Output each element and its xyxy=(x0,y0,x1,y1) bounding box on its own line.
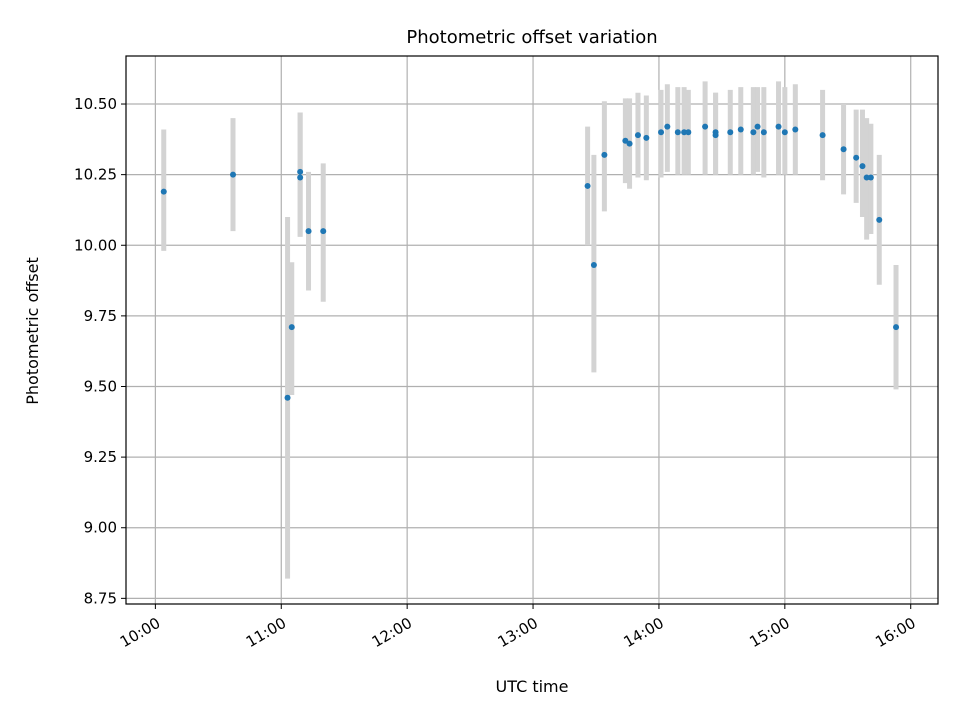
data-point xyxy=(792,126,799,133)
data-point xyxy=(634,132,641,139)
data-point xyxy=(859,163,866,170)
data-point xyxy=(284,394,291,401)
data-point xyxy=(643,134,650,141)
data-point xyxy=(297,174,304,181)
y-tick-label: 8.75 xyxy=(84,589,117,607)
data-point xyxy=(876,216,883,223)
plot-frame xyxy=(125,55,939,605)
data-point xyxy=(681,129,688,136)
data-point xyxy=(727,129,734,136)
x-axis-title: UTC time xyxy=(496,677,569,696)
data-point xyxy=(702,123,709,130)
data-point xyxy=(750,129,757,136)
data-point xyxy=(590,262,597,269)
data-point xyxy=(754,123,761,130)
data-point xyxy=(737,126,744,133)
y-tick-label: 10.50 xyxy=(74,95,117,113)
data-point xyxy=(305,228,312,235)
y-tick-label: 9.50 xyxy=(84,377,117,395)
y-tick-label: 9.25 xyxy=(84,448,117,466)
data-point xyxy=(853,154,860,161)
data-point xyxy=(781,129,788,136)
data-point xyxy=(320,228,327,235)
data-point xyxy=(288,324,295,331)
data-point xyxy=(867,174,874,181)
data-point xyxy=(626,140,633,147)
data-point xyxy=(863,174,870,181)
y-tick-label: 10.25 xyxy=(74,166,117,184)
data-point xyxy=(893,324,900,331)
data-point xyxy=(664,123,671,130)
data-point xyxy=(674,129,681,136)
point-layer xyxy=(160,123,900,401)
data-point xyxy=(601,151,608,158)
data-point xyxy=(658,129,665,136)
y-tick-label: 9.00 xyxy=(84,519,117,537)
data-point xyxy=(775,123,782,130)
data-point xyxy=(160,188,167,195)
data-point xyxy=(685,129,692,136)
data-point xyxy=(840,146,847,153)
data-point xyxy=(712,132,719,139)
data-point xyxy=(760,129,767,136)
y-tick-label: 9.75 xyxy=(84,307,117,325)
y-axis-title: Photometric offset xyxy=(23,257,42,405)
data-point xyxy=(297,168,304,175)
chart-title: Photometric offset variation xyxy=(406,27,657,48)
y-tick-label: 10.00 xyxy=(74,236,117,254)
data-point xyxy=(584,182,591,189)
data-point xyxy=(819,132,826,139)
data-point xyxy=(622,137,629,144)
data-point xyxy=(230,171,237,178)
